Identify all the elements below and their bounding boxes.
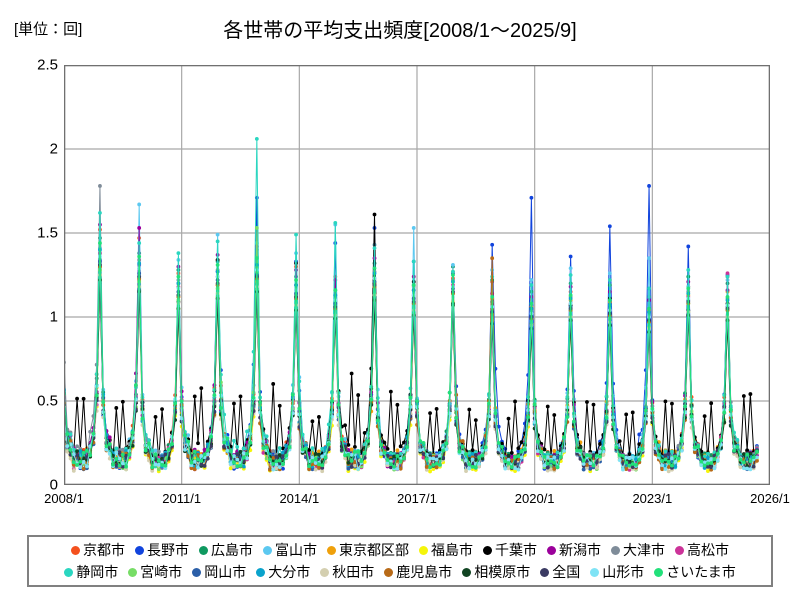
legend-label: 鹿児島市: [396, 564, 453, 580]
legend-label: 山形市: [602, 564, 645, 580]
legend-marker-icon: [384, 567, 394, 577]
legend-item-相模原市[interactable]: 相模原市: [462, 565, 530, 579]
legend-label: 長野市: [147, 542, 189, 558]
legend-item-新潟市[interactable]: 新潟市: [547, 543, 601, 557]
legend-label: 千葉市: [495, 542, 537, 558]
legend-item-全国[interactable]: 全国: [540, 565, 580, 579]
x-axis-tick: 2020/1: [514, 491, 555, 506]
legend-item-高松市[interactable]: 高松市: [675, 543, 729, 557]
x-axis-tick: 2008/1: [44, 491, 84, 506]
legend-item-千葉市[interactable]: 千葉市: [483, 543, 537, 557]
legend-item-京都市[interactable]: 京都市: [71, 543, 125, 557]
y-axis-tick: 0: [49, 476, 58, 494]
legend-row: 京都市 長野市 広島市 富山市 東京都区部 福島市 千葉市 新潟市 大津市 高松市: [33, 539, 767, 561]
legend-label: 岡山市: [204, 564, 247, 580]
plot-svg: [64, 65, 770, 485]
legend-label: 新潟市: [559, 542, 601, 558]
legend-label: 静岡市: [76, 564, 119, 580]
legend-label: 東京都区部: [339, 542, 409, 558]
legend-marker-icon: [71, 545, 80, 555]
legend-label: 富山市: [275, 542, 317, 558]
legend-marker-icon: [547, 545, 556, 555]
x-axis-tick: 2026/1: [750, 491, 790, 506]
y-axis-tick: 1.5: [37, 224, 58, 242]
legend-marker-icon: [327, 545, 336, 555]
legend-marker-icon: [64, 567, 74, 577]
legend-item-宮崎市[interactable]: 宮崎市: [128, 565, 182, 579]
legend-marker-icon: [128, 567, 138, 577]
legend-label: 秋田市: [332, 564, 375, 580]
legend-label: 大津市: [623, 542, 665, 558]
legend-marker-icon: [540, 567, 550, 577]
legend-marker-icon: [256, 567, 266, 577]
series-さいたま市: [64, 241, 759, 470]
legend-item-鹿児島市[interactable]: 鹿児島市: [384, 565, 452, 579]
x-axis-tick: 2017/1: [397, 491, 437, 506]
plot-frame: [64, 65, 770, 485]
legend-item-広島市[interactable]: 広島市: [199, 543, 253, 557]
legend-item-大分市[interactable]: 大分市: [256, 565, 310, 579]
legend-marker-icon: [199, 545, 208, 555]
legend: 京都市 長野市 広島市 富山市 東京都区部 福島市 千葉市 新潟市 大津市 高松市静岡市 宮崎市 岡山…: [27, 535, 773, 587]
legend-marker-icon: [654, 567, 664, 577]
y-axis-tick: 2.5: [37, 56, 58, 74]
legend-item-長野市[interactable]: 長野市: [135, 543, 189, 557]
legend-marker-icon: [135, 545, 144, 555]
legend-marker-icon: [192, 567, 202, 577]
legend-marker-icon: [462, 567, 472, 577]
legend-item-秋田市[interactable]: 秋田市: [320, 565, 374, 579]
legend-label: 高松市: [687, 542, 729, 558]
legend-label: 相模原市: [474, 564, 531, 580]
legend-label: 全国: [552, 564, 581, 580]
y-axis-labels: 0 0.5 1 1.5 2 2.5: [0, 0, 58, 600]
x-axis-tick: 2023/1: [632, 491, 673, 506]
legend-row: 静岡市 宮崎市 岡山市 大分市 秋田市 鹿児島市 相模原市 全国 山形市 さいたま市: [33, 561, 767, 583]
legend-marker-icon: [483, 545, 492, 555]
x-axis-tick: 2011/1: [162, 491, 202, 506]
legend-marker-icon: [675, 545, 684, 555]
unit-label: [単位：回]: [14, 21, 83, 38]
legend-label: 福島市: [431, 542, 473, 558]
series-group: [64, 137, 759, 474]
legend-item-大津市[interactable]: 大津市: [611, 543, 665, 557]
legend-label: 宮崎市: [140, 564, 183, 580]
y-axis-tick: 0.5: [37, 392, 58, 410]
legend-marker-icon: [419, 545, 428, 555]
legend-item-富山市[interactable]: 富山市: [263, 543, 317, 557]
page-title: 各世帯の平均支出頻度[2008/1～2025/9]: [223, 20, 577, 42]
legend-label: 大分市: [268, 564, 311, 580]
legend-item-福島市[interactable]: 福島市: [419, 543, 473, 557]
legend-marker-icon: [611, 545, 620, 555]
legend-item-岡山市[interactable]: 岡山市: [192, 565, 246, 579]
legend-item-東京都区部[interactable]: 東京都区部: [327, 543, 409, 557]
y-axis-tick: 2: [49, 140, 58, 158]
legend-label: さいたま市: [666, 564, 736, 580]
legend-item-さいたま市[interactable]: さいたま市: [654, 565, 736, 579]
legend-item-静岡市[interactable]: 静岡市: [64, 565, 118, 579]
plot-area: [64, 65, 770, 485]
legend-marker-icon: [263, 545, 272, 555]
legend-label: 広島市: [211, 542, 253, 558]
legend-marker-icon: [320, 567, 330, 577]
x-axis-tick: 2014/1: [279, 491, 320, 506]
legend-marker-icon: [590, 567, 600, 577]
legend-item-山形市[interactable]: 山形市: [590, 565, 644, 579]
legend-label: 京都市: [83, 542, 125, 558]
y-axis-tick: 1: [49, 308, 58, 326]
